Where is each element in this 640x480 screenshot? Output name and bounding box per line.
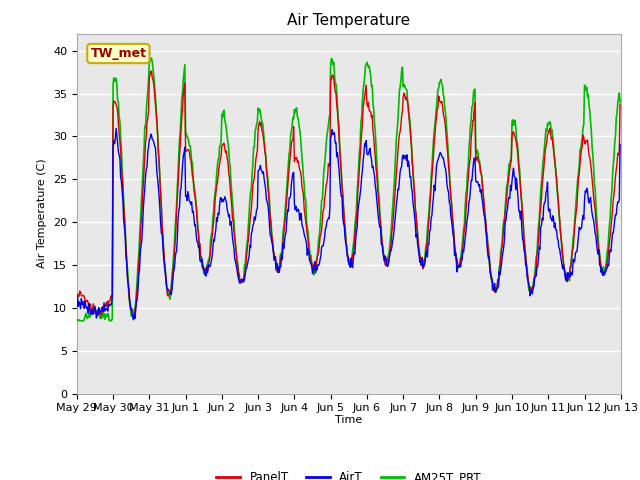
Y-axis label: Air Temperature (C): Air Temperature (C) (37, 159, 47, 268)
Text: TW_met: TW_met (90, 47, 147, 60)
Title: Air Temperature: Air Temperature (287, 13, 410, 28)
X-axis label: Time: Time (335, 415, 362, 425)
Legend: PanelT, AirT, AM25T_PRT: PanelT, AirT, AM25T_PRT (212, 466, 486, 480)
